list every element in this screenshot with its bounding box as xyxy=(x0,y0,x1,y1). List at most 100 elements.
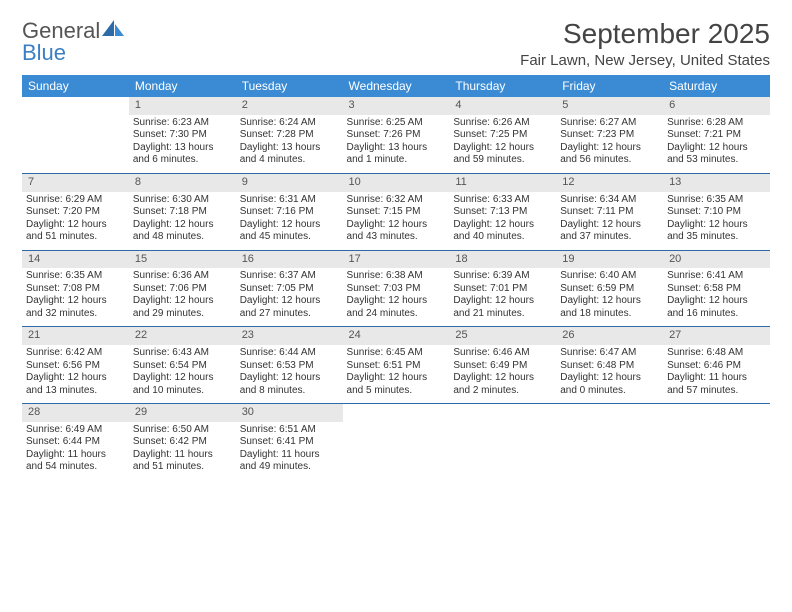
daylight-text: Daylight: 12 hours and 29 minutes. xyxy=(133,295,232,320)
sunrise-text: Sunrise: 6:34 AM xyxy=(560,194,659,207)
sunset-text: Sunset: 7:16 PM xyxy=(240,206,339,219)
sunrise-text: Sunrise: 6:50 AM xyxy=(133,424,232,437)
day-number: 2 xyxy=(236,97,343,115)
daylight-text: Daylight: 11 hours and 57 minutes. xyxy=(667,372,766,397)
day-cell: Sunrise: 6:44 AMSunset: 6:53 PMDaylight:… xyxy=(236,345,343,404)
day-cell: Sunrise: 6:45 AMSunset: 6:51 PMDaylight:… xyxy=(343,345,450,404)
sunset-text: Sunset: 6:48 PM xyxy=(560,360,659,373)
sunset-text: Sunset: 7:10 PM xyxy=(667,206,766,219)
daynum-row: 14151617181920 xyxy=(22,250,770,268)
sunrise-text: Sunrise: 6:26 AM xyxy=(453,117,552,130)
day-number: 1 xyxy=(129,97,236,115)
calendar-table: Sunday Monday Tuesday Wednesday Thursday… xyxy=(22,75,770,480)
daylight-text: Daylight: 12 hours and 32 minutes. xyxy=(26,295,125,320)
day-cell: Sunrise: 6:31 AMSunset: 7:16 PMDaylight:… xyxy=(236,192,343,251)
sunset-text: Sunset: 6:59 PM xyxy=(560,283,659,296)
day-cell xyxy=(556,422,663,480)
sunrise-text: Sunrise: 6:43 AM xyxy=(133,347,232,360)
sunset-text: Sunset: 6:54 PM xyxy=(133,360,232,373)
day-cell xyxy=(449,422,556,480)
daynum-row: 21222324252627 xyxy=(22,327,770,345)
day-cell: Sunrise: 6:29 AMSunset: 7:20 PMDaylight:… xyxy=(22,192,129,251)
day-cell: Sunrise: 6:24 AMSunset: 7:28 PMDaylight:… xyxy=(236,115,343,174)
sunrise-text: Sunrise: 6:30 AM xyxy=(133,194,232,207)
day-cell: Sunrise: 6:35 AMSunset: 7:08 PMDaylight:… xyxy=(22,268,129,327)
sunrise-text: Sunrise: 6:29 AM xyxy=(26,194,125,207)
sunrise-text: Sunrise: 6:42 AM xyxy=(26,347,125,360)
sunrise-text: Sunrise: 6:47 AM xyxy=(560,347,659,360)
day-number: 11 xyxy=(449,173,556,191)
daylight-text: Daylight: 12 hours and 5 minutes. xyxy=(347,372,446,397)
sunset-text: Sunset: 7:05 PM xyxy=(240,283,339,296)
daylight-text: Daylight: 11 hours and 51 minutes. xyxy=(133,449,232,474)
day-number: 24 xyxy=(343,327,450,345)
daylight-text: Daylight: 12 hours and 48 minutes. xyxy=(133,219,232,244)
day-cell: Sunrise: 6:46 AMSunset: 6:49 PMDaylight:… xyxy=(449,345,556,404)
day-number: 14 xyxy=(22,250,129,268)
day-number xyxy=(343,404,450,422)
sunrise-text: Sunrise: 6:33 AM xyxy=(453,194,552,207)
daynum-row: 78910111213 xyxy=(22,173,770,191)
day-number: 23 xyxy=(236,327,343,345)
sunset-text: Sunset: 6:41 PM xyxy=(240,436,339,449)
day-cell: Sunrise: 6:37 AMSunset: 7:05 PMDaylight:… xyxy=(236,268,343,327)
sunrise-text: Sunrise: 6:37 AM xyxy=(240,270,339,283)
day-number: 5 xyxy=(556,97,663,115)
sunrise-text: Sunrise: 6:51 AM xyxy=(240,424,339,437)
daylight-text: Daylight: 11 hours and 49 minutes. xyxy=(240,449,339,474)
day-cell: Sunrise: 6:48 AMSunset: 6:46 PMDaylight:… xyxy=(663,345,770,404)
sunset-text: Sunset: 7:18 PM xyxy=(133,206,232,219)
day-number: 25 xyxy=(449,327,556,345)
week-content-row: Sunrise: 6:35 AMSunset: 7:08 PMDaylight:… xyxy=(22,268,770,327)
sunset-text: Sunset: 6:56 PM xyxy=(26,360,125,373)
day-number: 16 xyxy=(236,250,343,268)
day-header: Monday xyxy=(129,75,236,97)
day-number: 9 xyxy=(236,173,343,191)
sunset-text: Sunset: 7:20 PM xyxy=(26,206,125,219)
sunset-text: Sunset: 6:53 PM xyxy=(240,360,339,373)
sunset-text: Sunset: 7:08 PM xyxy=(26,283,125,296)
day-number: 21 xyxy=(22,327,129,345)
logo-text-blue: Blue xyxy=(22,40,66,65)
sunset-text: Sunset: 6:49 PM xyxy=(453,360,552,373)
daylight-text: Daylight: 12 hours and 37 minutes. xyxy=(560,219,659,244)
day-header: Sunday xyxy=(22,75,129,97)
day-number: 13 xyxy=(663,173,770,191)
day-cell: Sunrise: 6:50 AMSunset: 6:42 PMDaylight:… xyxy=(129,422,236,480)
sunrise-text: Sunrise: 6:35 AM xyxy=(667,194,766,207)
month-title: September 2025 xyxy=(520,18,770,50)
sunset-text: Sunset: 7:28 PM xyxy=(240,129,339,142)
sunset-text: Sunset: 7:21 PM xyxy=(667,129,766,142)
day-header: Saturday xyxy=(663,75,770,97)
sunrise-text: Sunrise: 6:38 AM xyxy=(347,270,446,283)
sunrise-text: Sunrise: 6:32 AM xyxy=(347,194,446,207)
sunrise-text: Sunrise: 6:28 AM xyxy=(667,117,766,130)
sunset-text: Sunset: 7:26 PM xyxy=(347,129,446,142)
daylight-text: Daylight: 12 hours and 35 minutes. xyxy=(667,219,766,244)
sunrise-text: Sunrise: 6:48 AM xyxy=(667,347,766,360)
daylight-text: Daylight: 12 hours and 0 minutes. xyxy=(560,372,659,397)
sunrise-text: Sunrise: 6:46 AM xyxy=(453,347,552,360)
daylight-text: Daylight: 12 hours and 27 minutes. xyxy=(240,295,339,320)
day-cell: Sunrise: 6:26 AMSunset: 7:25 PMDaylight:… xyxy=(449,115,556,174)
day-number: 19 xyxy=(556,250,663,268)
day-cell: Sunrise: 6:42 AMSunset: 6:56 PMDaylight:… xyxy=(22,345,129,404)
daylight-text: Daylight: 12 hours and 59 minutes. xyxy=(453,142,552,167)
week-content-row: Sunrise: 6:42 AMSunset: 6:56 PM Daylight:… xyxy=(22,345,770,404)
day-cell: Sunrise: 6:51 AMSunset: 6:41 PMDaylight:… xyxy=(236,422,343,480)
day-number: 8 xyxy=(129,173,236,191)
daylight-text: Daylight: 12 hours and 45 minutes. xyxy=(240,219,339,244)
day-cell: Sunrise: 6:32 AMSunset: 7:15 PMDaylight:… xyxy=(343,192,450,251)
day-cell: Sunrise: 6:34 AMSunset: 7:11 PMDaylight:… xyxy=(556,192,663,251)
day-cell: Sunrise: 6:49 AMSunset: 6:44 PMDaylight:… xyxy=(22,422,129,480)
logo-sail-icon xyxy=(100,18,126,38)
sunset-text: Sunset: 7:11 PM xyxy=(560,206,659,219)
sunset-text: Sunset: 6:46 PM xyxy=(667,360,766,373)
sunrise-text: Sunrise: 6:25 AM xyxy=(347,117,446,130)
day-number: 30 xyxy=(236,404,343,422)
sunset-text: Sunset: 7:13 PM xyxy=(453,206,552,219)
day-number: 18 xyxy=(449,250,556,268)
day-number xyxy=(556,404,663,422)
daylight-text: Daylight: 13 hours and 6 minutes. xyxy=(133,142,232,167)
day-cell: Sunrise: 6:39 AMSunset: 7:01 PMDaylight:… xyxy=(449,268,556,327)
